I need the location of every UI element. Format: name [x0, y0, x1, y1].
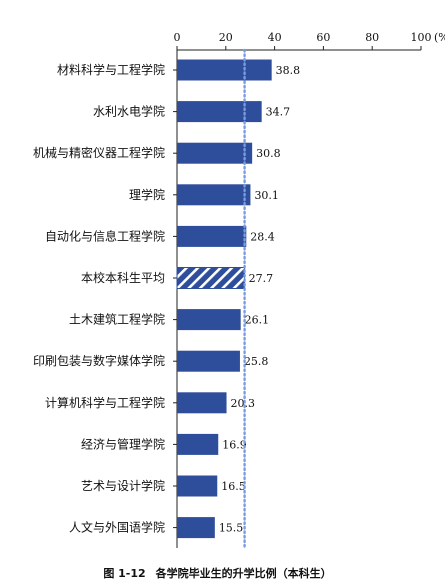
category-label: 计算机科学与工程学院 [45, 395, 165, 410]
bar [177, 517, 215, 539]
bar [177, 59, 272, 81]
data-label: 20.3 [231, 397, 256, 410]
data-label: 26.1 [245, 314, 270, 327]
x-tick-label: 80 [365, 31, 379, 44]
category-label: 机械与精密仪器工程学院 [33, 145, 165, 160]
category-label: 水利水电学院 [93, 104, 165, 119]
data-label: 15.5 [219, 522, 244, 535]
category-label: 艺术与设计学院 [81, 478, 165, 493]
x-axis: 0 20 40 60 80 100(%) [174, 31, 445, 548]
category-label: 自动化与信息工程学院 [45, 228, 165, 243]
data-label: 28.4 [250, 230, 275, 243]
data-label: 25.8 [244, 355, 269, 368]
bar [177, 309, 241, 331]
x-tick-label: 20 [219, 31, 233, 44]
category-label: 印刷包装与数字媒体学院 [33, 353, 165, 368]
x-tick-label: 0 [174, 31, 181, 44]
figure-number: 图 1-12 [103, 567, 146, 580]
average-bar [176, 267, 246, 289]
x-tick-label: 100 [411, 31, 432, 44]
bar [177, 142, 253, 164]
data-label: 16.5 [221, 480, 246, 493]
bar [177, 101, 262, 123]
bar [177, 350, 240, 372]
x-tick-label: 60 [316, 31, 330, 44]
category-label: 材料科学与工程学院 [57, 62, 165, 77]
bar [177, 433, 219, 455]
figure-caption: 图 1-12 各学院毕业生的升学比例（本科生） [0, 565, 445, 581]
bar-series: 材料科学与工程学院 38.8 水利水电学院 34.7 机械与精密仪器工程学院 30.8 理学… [33, 59, 301, 539]
data-label: 30.8 [256, 147, 281, 160]
data-label: 30.1 [254, 189, 279, 202]
x-tick-label: 40 [268, 31, 282, 44]
x-axis-unit: (%) [434, 31, 445, 44]
bar [177, 225, 247, 247]
category-label: 土木建筑工程学院 [69, 312, 165, 327]
category-label: 理学院 [129, 187, 165, 202]
data-label: 16.9 [222, 438, 247, 451]
figure-title: 各学院毕业生的升学比例（本科生） [155, 567, 332, 580]
bar [177, 184, 251, 206]
category-label: 经济与管理学院 [81, 436, 165, 451]
category-label: 本校本科生平均 [81, 270, 165, 285]
data-label: 38.8 [276, 64, 301, 77]
bar [177, 392, 227, 414]
data-label: 27.7 [249, 272, 274, 285]
bar [177, 475, 218, 497]
category-label: 人文与外国语学院 [69, 520, 165, 535]
data-label: 34.7 [266, 106, 291, 119]
bar-chart: 0 20 40 60 80 100(%) 材料科学与工程学院 38.8 水利水电学院 34.7 机… [33, 31, 445, 550]
